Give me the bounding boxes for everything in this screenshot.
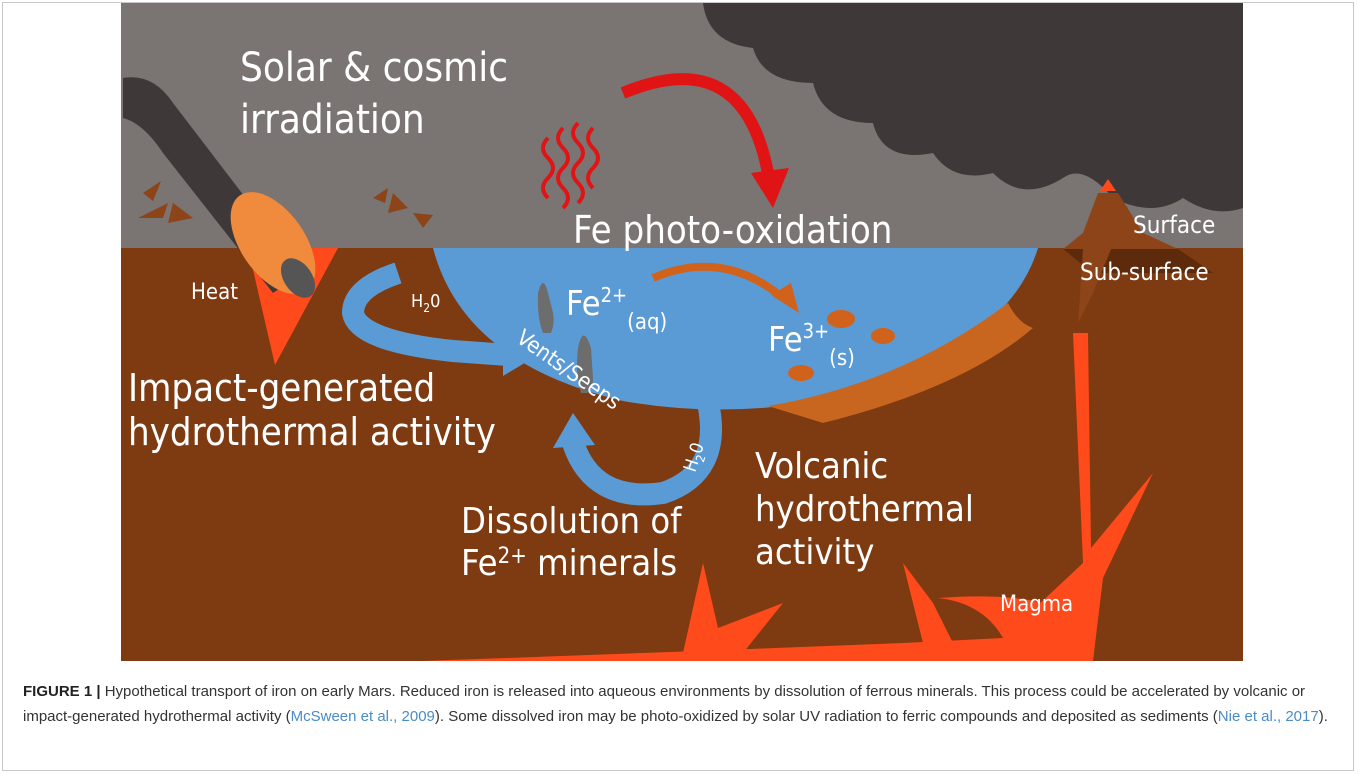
label: Impact-generated [128, 366, 435, 410]
citation-link[interactable]: McSween et al., 2009 [291, 708, 435, 725]
label: Fe2+ minerals [461, 543, 677, 584]
label: Dissolution of [461, 501, 683, 542]
label: Volcanic [755, 446, 888, 487]
label: Heat [191, 280, 238, 305]
label: Sub-surface [1080, 258, 1209, 286]
caption-text: ). Some dissolved iron may be photo-oxid… [435, 708, 1218, 725]
label: hydrothermal activity [128, 410, 496, 454]
citation-link[interactable]: Nie et al., 2017 [1218, 708, 1319, 725]
label: activity [755, 532, 874, 573]
particle [788, 365, 814, 381]
label: Solar & cosmic [240, 45, 508, 91]
label: Magma [1000, 592, 1073, 617]
label: irradiation [240, 97, 425, 143]
caption-text: ). [1319, 708, 1328, 725]
figure-frame: Solar & cosmic irradiation Fe photo-oxid… [2, 2, 1354, 771]
label: hydrothermal [755, 489, 974, 530]
particle [871, 328, 895, 344]
illustration: Solar & cosmic irradiation Fe photo-oxid… [3, 3, 1358, 668]
caption: FIGURE 1 | Hypothetical transport of iro… [23, 679, 1345, 729]
label: Surface [1133, 211, 1215, 239]
label: Fe photo-oxidation [573, 208, 892, 252]
caption-label: FIGURE 1 | [23, 683, 101, 700]
particle [827, 310, 855, 328]
